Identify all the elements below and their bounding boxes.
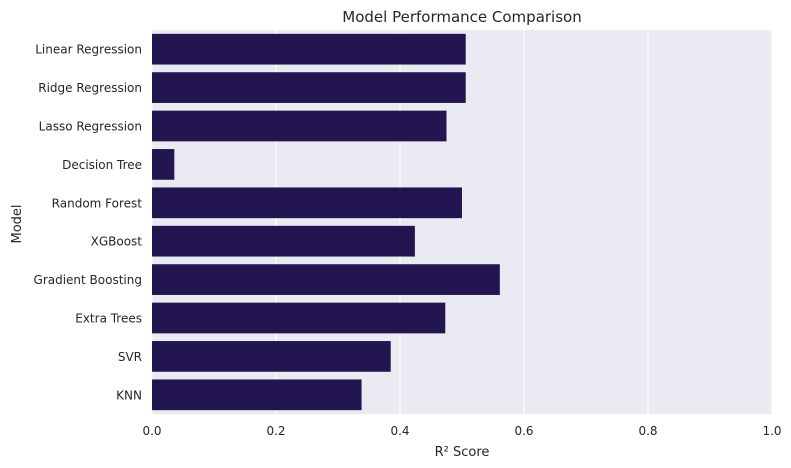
y-axis-label: Model xyxy=(10,204,25,243)
x-axis-label: R² Score xyxy=(435,445,490,460)
y-tick-label: Linear Regression xyxy=(35,43,142,57)
x-tick-label: 0.6 xyxy=(514,424,533,438)
bar xyxy=(152,225,415,257)
y-tick-label: Gradient Boosting xyxy=(34,273,142,287)
bar xyxy=(152,187,462,219)
x-tick-label: 0.2 xyxy=(266,424,285,438)
bar xyxy=(152,72,466,103)
y-tick-labels: Linear Regression Ridge Regression Lasso R… xyxy=(34,43,143,403)
bar xyxy=(152,302,446,334)
x-tick-label: 1.0 xyxy=(762,424,781,438)
chart-title: Model Performance Comparison xyxy=(342,8,581,26)
y-tick-label: Lasso Regression xyxy=(39,120,142,134)
y-tick-label: Ridge Regression xyxy=(38,81,142,95)
bar xyxy=(152,379,362,411)
bar xyxy=(152,110,447,142)
bar xyxy=(152,264,500,295)
bar xyxy=(152,341,391,372)
x-tick-label: 0.8 xyxy=(638,424,657,438)
bar xyxy=(152,149,175,180)
bars xyxy=(152,33,500,411)
y-tick-label: Extra Trees xyxy=(75,312,142,326)
bar xyxy=(152,33,466,65)
x-tick-label: 0.4 xyxy=(390,424,409,438)
y-tick-label: SVR xyxy=(118,350,142,364)
y-tick-label: XGBoost xyxy=(91,235,143,249)
y-tick-label: Decision Tree xyxy=(62,158,142,172)
y-tick-label: KNN xyxy=(116,388,142,402)
y-tick-label: Random Forest xyxy=(52,196,143,210)
x-tick-labels: 0.0 0.2 0.4 0.6 0.8 1.0 xyxy=(142,424,781,438)
x-tick-label: 0.0 xyxy=(142,424,161,438)
